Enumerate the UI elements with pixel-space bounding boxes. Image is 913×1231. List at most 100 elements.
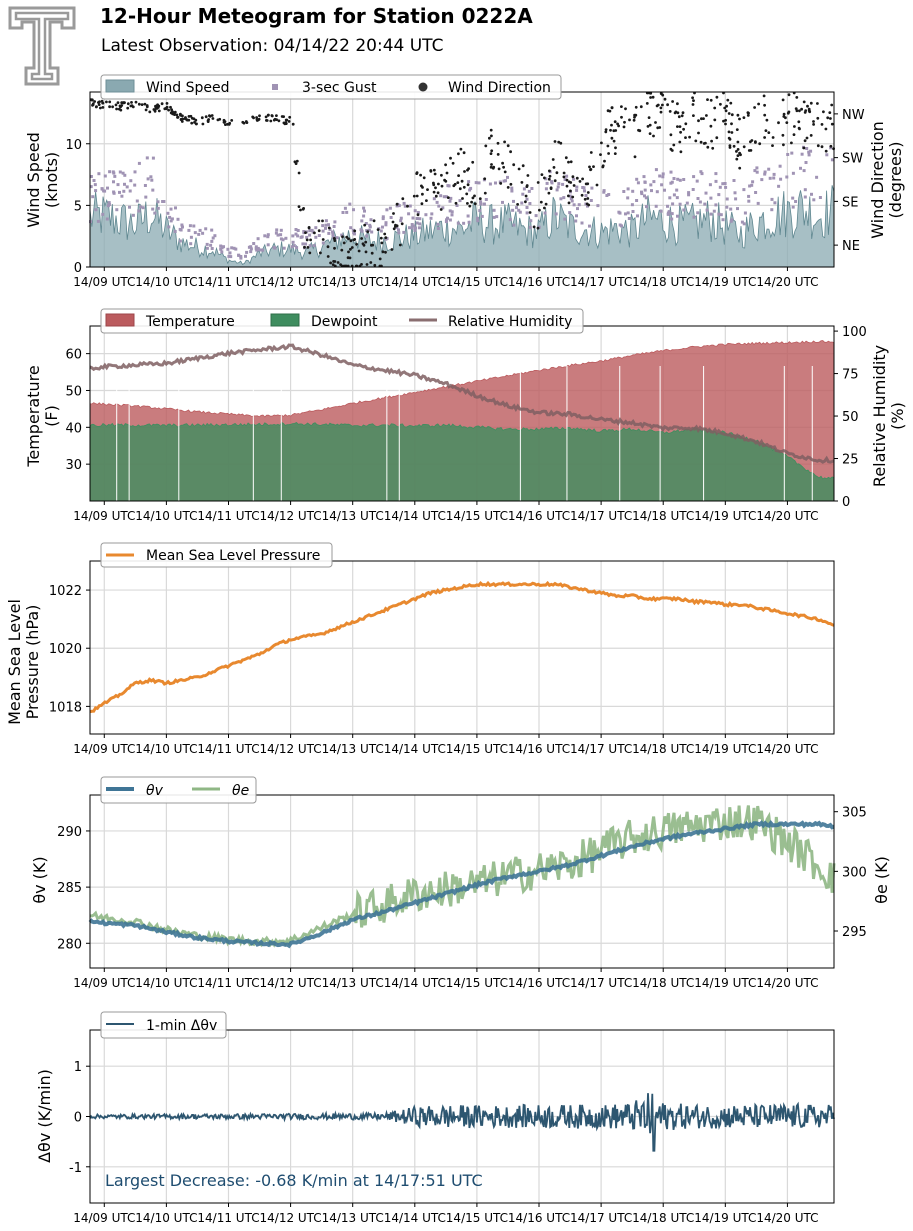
gust-point — [365, 234, 369, 238]
legend-swatch-gust — [272, 84, 278, 90]
delta-theta-line — [89, 1093, 835, 1152]
gust-point — [520, 201, 524, 205]
wind-direction-point — [616, 122, 619, 126]
gust-point — [753, 169, 757, 173]
gust-point — [294, 232, 298, 236]
gust-point — [565, 174, 569, 178]
gust-point — [402, 230, 406, 234]
gust-point — [239, 256, 243, 260]
gust-point — [385, 208, 389, 212]
gust-point — [414, 226, 417, 230]
wind-direction-point — [540, 173, 544, 177]
gust-point — [482, 202, 486, 206]
wind-direction-point — [601, 164, 605, 168]
wind-direction-point — [440, 173, 443, 177]
gust-point — [129, 179, 133, 183]
y-tick-label: 60 — [65, 348, 82, 363]
gust-point — [292, 244, 296, 248]
gust-point — [274, 231, 278, 235]
gust-point — [349, 226, 353, 230]
wind-direction-point — [682, 127, 685, 131]
wind-direction-point — [746, 114, 750, 117]
gust-point — [131, 213, 135, 217]
gust-point — [825, 153, 829, 157]
gust-point — [204, 227, 208, 231]
wind-direction-point — [763, 103, 766, 107]
x-tick-label: 14/10 UTC — [135, 1211, 197, 1225]
wind-direction-point — [580, 193, 584, 197]
wind-direction-point — [549, 186, 553, 190]
wind-direction-point — [790, 141, 793, 145]
gust-point — [712, 209, 716, 213]
gust-point — [521, 192, 525, 196]
x-tick-label: 14/11 UTC — [197, 976, 259, 990]
gust-point — [106, 204, 110, 208]
wind-direction-point — [302, 207, 305, 210]
wind-direction-point — [116, 101, 120, 104]
x-tick-label: 14/09 UTC — [73, 1211, 135, 1225]
gust-point — [296, 234, 300, 238]
gust-point — [197, 232, 201, 236]
gust-point — [327, 223, 330, 227]
gust-point — [210, 228, 214, 232]
wind-direction-point — [679, 130, 682, 134]
wind-direction-point — [600, 141, 603, 145]
gust-point — [232, 246, 236, 250]
legend-label-pressure: Mean Sea Level Pressure — [146, 548, 320, 564]
wind-direction-point — [190, 121, 194, 125]
wind-direction-point — [697, 131, 700, 135]
wind-direction-point — [466, 183, 470, 187]
wind-direction-point — [457, 174, 460, 178]
legend-swatch-wind-speed — [105, 79, 135, 93]
gust-point — [818, 196, 822, 199]
wind-direction-point — [433, 172, 437, 176]
gust-point — [717, 212, 721, 216]
wind-direction-point — [419, 173, 422, 177]
wind-direction-point — [370, 251, 374, 255]
wind-direction-point — [806, 104, 809, 108]
wind-direction-point — [380, 241, 384, 245]
gust-point — [501, 200, 504, 204]
gust-point — [574, 219, 578, 223]
wind-direction-point — [688, 135, 691, 139]
gust-point — [627, 217, 631, 220]
wind-direction-point — [422, 176, 426, 180]
wind-direction-point — [567, 201, 571, 205]
gust-point — [682, 208, 686, 212]
gust-point — [577, 203, 581, 207]
gust-point — [518, 210, 522, 214]
gust-point — [415, 217, 419, 220]
legend-swatch-wind-direction — [418, 82, 428, 92]
wind-direction-point — [795, 109, 799, 113]
gust-point — [669, 170, 673, 174]
wind-direction-point — [179, 113, 182, 117]
gust-point — [687, 193, 691, 197]
legend-label-dewpoint: Dewpoint — [311, 314, 378, 330]
gust-point — [324, 226, 327, 230]
gust-point — [418, 217, 422, 221]
wind-direction-point — [449, 156, 452, 160]
wind-direction-point — [342, 241, 346, 245]
wind-direction-point — [228, 121, 232, 125]
gust-point — [198, 228, 202, 232]
x-tick-label: 14/15 UTC — [446, 976, 508, 990]
gust-point — [705, 208, 709, 212]
wind-direction-point — [599, 153, 602, 157]
gust-point — [123, 173, 127, 177]
gust-point — [484, 198, 488, 201]
wind-direction-point — [490, 163, 493, 166]
x-tick-label: 14/10 UTC — [135, 275, 197, 289]
wind-direction-point — [655, 104, 659, 108]
gust-point — [580, 221, 584, 225]
wind-direction-point — [562, 175, 566, 179]
wind-direction-point — [792, 133, 796, 137]
gust-point — [205, 246, 209, 250]
wind-direction-point — [767, 131, 771, 135]
gust-point — [786, 153, 790, 156]
wind-direction-point — [426, 188, 429, 192]
wind-direction-point — [797, 120, 801, 124]
gust-point — [120, 194, 124, 198]
gust-point — [703, 202, 707, 206]
gust-point — [312, 244, 316, 248]
